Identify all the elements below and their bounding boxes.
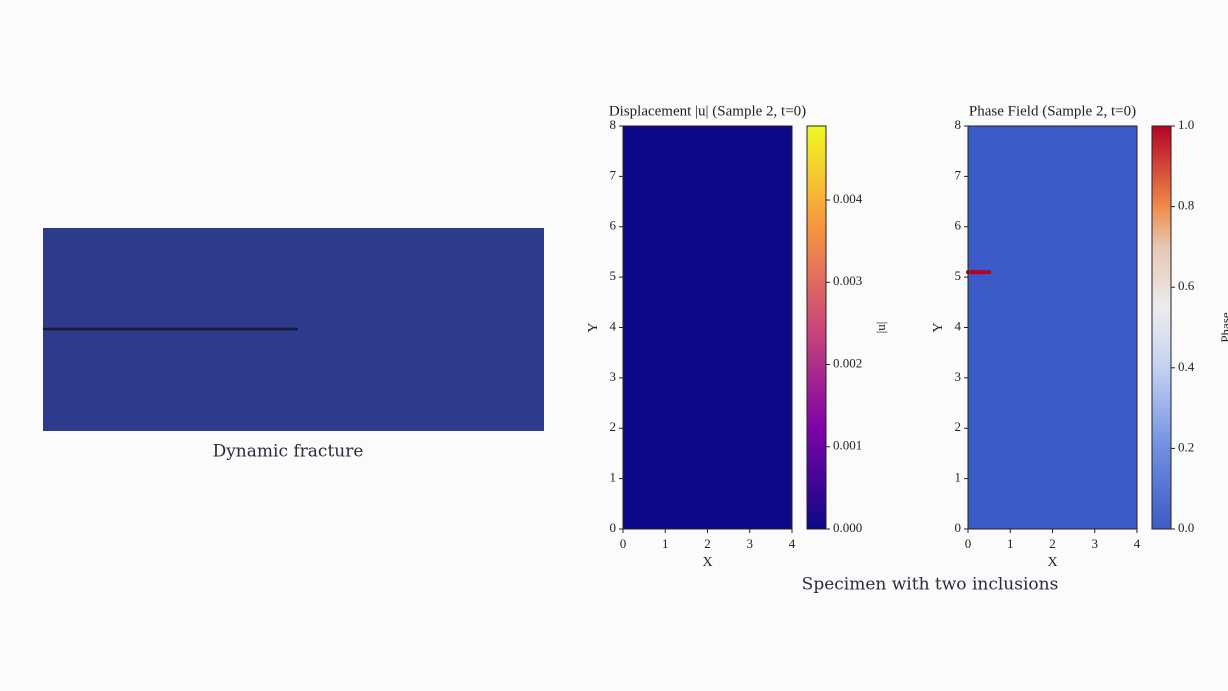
y-tick-label: 4 (610, 318, 617, 333)
colorbar-label: Phase (1218, 312, 1228, 343)
colorbar-label: |u| (873, 322, 888, 334)
y-tick-label: 7 (955, 167, 962, 182)
y-tick-label: 8 (955, 117, 962, 132)
chart-title: Displacement |u| (Sample 2, t=0) (609, 103, 806, 119)
y-tick-label: 1 (610, 470, 617, 485)
y-tick-label: 8 (610, 117, 617, 132)
heatmap-field (968, 126, 1137, 529)
y-tick-label: 0 (610, 520, 617, 535)
caption: Specimen with two inclusions (802, 575, 1059, 595)
y-tick-label: 3 (955, 369, 962, 384)
y-tick-label: 2 (955, 419, 962, 434)
x-tick-label: 1 (662, 536, 669, 551)
colorbar-tick-label: 0.0 (1178, 520, 1194, 535)
chart-title: Phase Field (Sample 2, t=0) (969, 103, 1136, 119)
colorbar-tick-label: 0.003 (833, 273, 862, 288)
x-tick-label: 3 (1092, 536, 1099, 551)
colorbar-tick-label: 0.2 (1178, 439, 1194, 454)
caption: Dynamic fracture (213, 442, 364, 462)
x-tick-label: 0 (965, 536, 972, 551)
heatmap-field (623, 126, 792, 529)
x-tick-label: 3 (747, 536, 754, 551)
x-tick-label: 2 (1049, 536, 1056, 551)
x-axis-label: X (1047, 555, 1057, 570)
x-tick-label: 0 (620, 536, 627, 551)
y-tick-label: 5 (955, 268, 962, 283)
colorbar-tick-label: 1.0 (1178, 117, 1194, 132)
y-axis-label: Y (586, 322, 601, 332)
colorbar-tick-label: 0.004 (833, 191, 863, 206)
y-axis-label: Y (931, 322, 946, 332)
x-tick-label: 2 (704, 536, 711, 551)
y-tick-label: 5 (610, 268, 617, 283)
colorbar-tick-label: 0.6 (1178, 278, 1195, 293)
x-axis-label: X (702, 555, 712, 570)
y-tick-label: 0 (955, 520, 962, 535)
colorbar (806, 125, 827, 530)
y-tick-label: 6 (955, 218, 962, 233)
y-tick-label: 3 (610, 369, 617, 384)
colorbar (1151, 125, 1172, 530)
x-tick-label: 1 (1007, 536, 1014, 551)
y-tick-label: 1 (955, 470, 962, 485)
colorbar-tick-label: 0.002 (833, 355, 862, 370)
x-tick-label: 4 (789, 536, 796, 551)
colorbar-tick-label: 0.8 (1178, 198, 1194, 213)
y-tick-label: 6 (610, 218, 617, 233)
y-tick-label: 4 (955, 318, 962, 333)
colorbar-tick-label: 0.4 (1178, 359, 1195, 374)
y-tick-label: 7 (610, 167, 617, 182)
colorbar-tick-label: 0.000 (833, 520, 862, 535)
y-tick-label: 2 (610, 419, 617, 434)
colorbar-tick-label: 0.001 (833, 438, 862, 453)
x-tick-label: 4 (1134, 536, 1141, 551)
